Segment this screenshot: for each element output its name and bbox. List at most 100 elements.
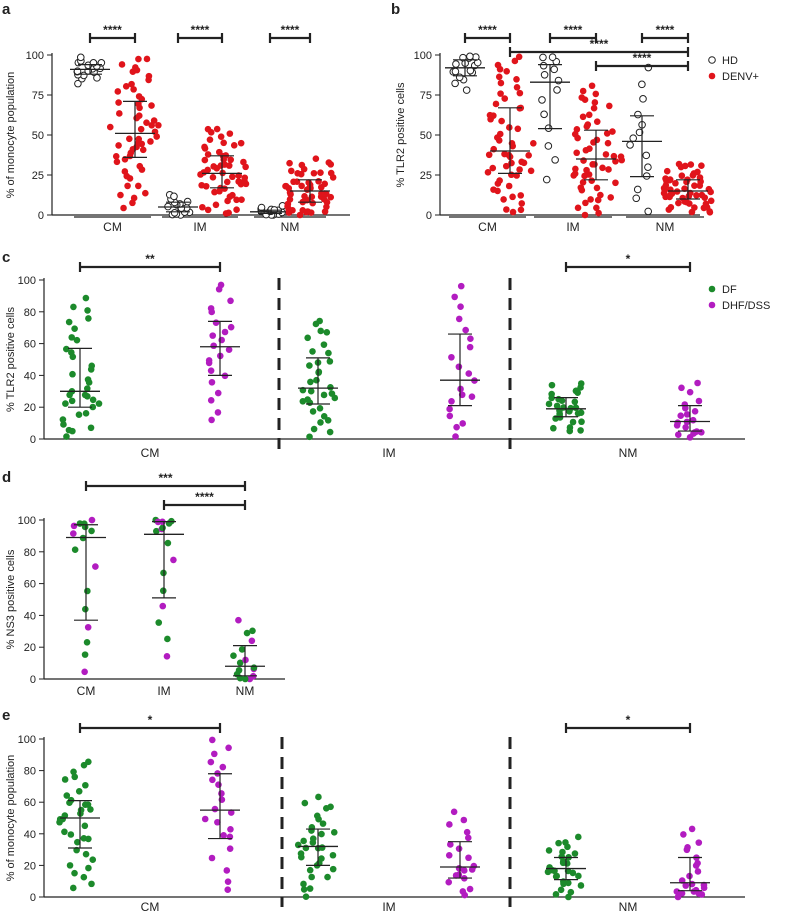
data-point [462,326,469,334]
legend-marker [708,72,716,80]
data-point [629,134,638,143]
data-point [84,801,92,808]
data-point [446,405,453,413]
data-point [466,885,474,893]
data-point [602,151,610,158]
data-point [674,419,681,426]
data-point [690,888,698,895]
data-point [445,851,453,859]
data-point [633,185,642,194]
data-point [484,169,492,176]
data-point [570,172,578,179]
data-point [81,651,89,658]
data-point [199,203,206,211]
data-point [325,349,332,357]
data-point [327,193,335,201]
data-point [672,179,679,187]
data-point [325,159,333,166]
data-point [453,423,460,431]
data-point [310,169,318,177]
data-point [451,293,458,301]
data-point [227,809,235,816]
data-point [237,139,245,147]
data-point [509,208,517,216]
data-point [204,206,212,214]
data-point [221,185,228,192]
data-point [693,192,700,199]
data-point [579,179,587,186]
data-point [455,315,463,323]
y-tick-label: 20 [24,402,36,414]
data-point [130,86,137,93]
data-point [89,856,97,864]
data-point [318,844,326,851]
data-point [320,391,328,399]
data-point [466,343,474,351]
data-point [82,605,89,613]
data-point [497,79,505,87]
y-tick-label: 20 [24,642,36,654]
data-point [707,197,715,205]
data-point [211,188,218,196]
panel-c: c 0 20 40 60 80 100 % TLR2 positive cells CM IM NM… [2,249,770,460]
data-point [235,178,242,185]
data-point [539,61,548,70]
data-point [550,424,557,432]
data-point [683,198,690,206]
data-point [63,433,70,440]
data-point [132,64,139,71]
data-point [164,635,171,643]
data-point [309,408,317,415]
data-point [88,516,96,524]
y-tick-label: 60 [24,579,36,591]
data-point [573,149,580,157]
data-point [218,336,225,344]
data-point [505,182,513,190]
y-axis-title: % TLR2 positive cells [5,307,17,412]
data-point [215,148,223,156]
data-point [447,841,454,848]
data-point [81,520,88,527]
data-point [208,378,216,386]
significance-label: * [148,713,153,727]
group-label-cm: CM [77,684,96,698]
data-point [508,159,515,167]
data-point [223,867,231,874]
data-point [70,530,77,537]
data-point [329,851,337,859]
data-point [577,427,584,434]
panel-letter: c [2,249,10,266]
data-point [587,196,594,203]
significance-label: **** [590,37,609,51]
y-tick-label: 100 [414,50,432,62]
data-point [582,199,589,207]
data-point [317,419,324,426]
data-point [329,865,337,873]
data-point [559,848,566,856]
data-point [121,168,129,175]
y-tick-label: 100 [18,515,36,527]
data-point [294,170,301,177]
data-point [518,158,525,166]
data-point [304,334,311,342]
y-tick-label: 40 [24,610,36,622]
data-point [306,866,314,874]
data-point [451,79,459,88]
data-point [60,421,67,428]
data-point [134,182,142,190]
data-point [229,173,236,181]
data-point [300,880,307,888]
data-point [115,110,123,117]
data-point [574,833,582,841]
data-point [170,192,178,201]
group-label-nm: NM [281,220,300,234]
data-point [591,161,598,168]
data-point [530,139,537,147]
data-point [470,862,478,870]
data-point [214,389,222,397]
data-point [290,178,297,186]
y-tick-label: 80 [24,547,36,559]
data-point [69,370,76,378]
data-point [250,664,258,671]
data-point [695,839,703,846]
